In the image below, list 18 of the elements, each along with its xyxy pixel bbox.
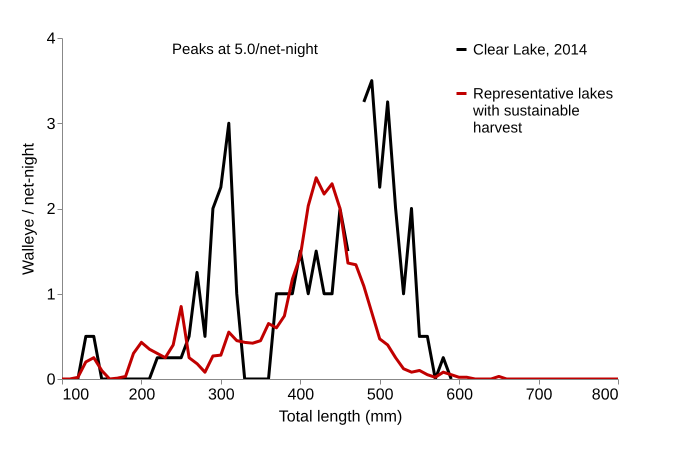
y-tick-label: 0 — [46, 372, 56, 388]
y-tick-label: 3 — [46, 116, 56, 133]
x-tick-label: 300 — [208, 386, 235, 404]
x-tick-label: 700 — [526, 386, 553, 404]
legend-label: Representative lakes with sustainable harvest — [472, 86, 614, 136]
legend-label: Clear Lake, 2014 — [473, 42, 588, 58]
x-tick-label: 400 — [287, 386, 314, 404]
x-tick-label: 600 — [446, 386, 474, 404]
x-tick-label: 100 — [62, 386, 90, 404]
y-tick-label: 2 — [46, 201, 56, 218]
y-axis-title: Walleye / net-night — [20, 142, 38, 275]
x-tick-label: 200 — [128, 386, 156, 404]
x-tick-label: 500 — [366, 386, 394, 404]
y-tick-label: 1 — [46, 286, 56, 304]
x-tick-label: 800 — [592, 386, 619, 404]
y-tick-label: 4 — [46, 30, 56, 48]
x-axis-title: Total length (mm) — [278, 408, 402, 426]
annotation: Peaks at 5.0/net-night — [172, 41, 319, 58]
